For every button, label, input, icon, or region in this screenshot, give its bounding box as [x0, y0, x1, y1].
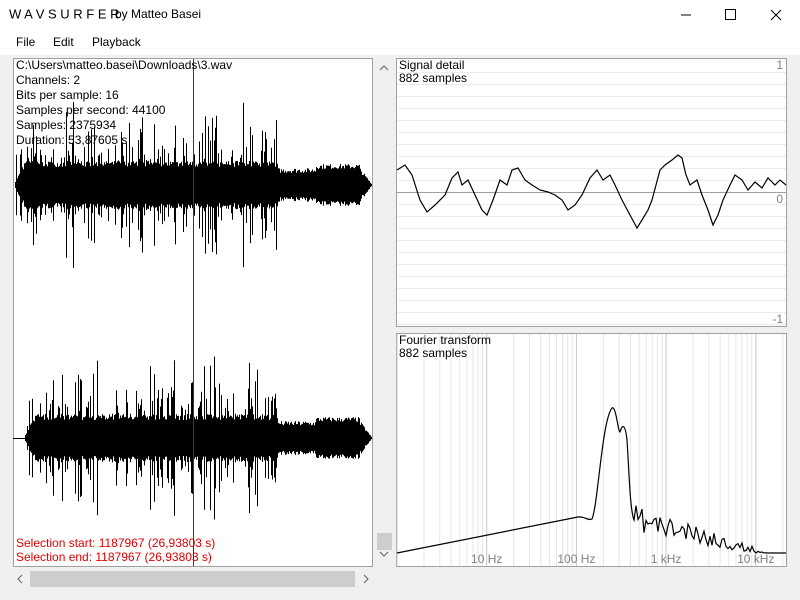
freq-label: 1 kHz — [651, 552, 682, 566]
close-button[interactable] — [770, 9, 782, 21]
menu-playback[interactable]: Playback — [92, 35, 142, 49]
info-line: Samples: 2375934 — [16, 118, 116, 132]
axis-min: -1 — [772, 312, 783, 326]
scroll-right[interactable] — [363, 574, 369, 584]
scroll-down[interactable] — [379, 551, 389, 557]
info-line: Duration: 53,87605 s — [16, 133, 127, 147]
info-line: Channels: 2 — [16, 73, 80, 87]
freq-label: 100 Hz — [557, 552, 595, 566]
freq-label: 10 kHz — [737, 552, 774, 566]
fourier-title: Fourier transform — [399, 333, 491, 347]
waveform-channel-1 — [15, 102, 372, 268]
app-subtitle: by Matteo Basei — [115, 7, 201, 21]
menu-bar — [0, 30, 800, 55]
title-bar — [0, 0, 800, 30]
info-line: Samples per second: 44100 — [16, 103, 166, 117]
vertical-scrollbar[interactable] — [376, 58, 393, 567]
signal-samples: 882 samples — [399, 71, 467, 85]
file-info: C:\Users\matteo.basei\Downloads\3.wavCha… — [16, 58, 232, 147]
menu-file[interactable]: File — [16, 35, 36, 49]
fourier-panel — [396, 333, 787, 567]
scroll-thumb[interactable] — [377, 533, 392, 550]
signal-grid — [397, 72, 786, 325]
app-title: W A V S U R F E R — [9, 6, 120, 21]
menu-edit[interactable]: Edit — [53, 35, 74, 49]
info-line: Bits per sample: 16 — [16, 88, 119, 102]
scroll-up[interactable] — [379, 65, 389, 71]
signal-title: Signal detail — [399, 58, 464, 72]
axis-max: 1 — [776, 58, 783, 72]
selection-start: Selection start: 1187967 (26,93803 s) — [16, 536, 215, 550]
selection-end: Selection end: 1187967 (26,93803 s) — [16, 550, 212, 564]
scroll-left[interactable] — [17, 574, 23, 584]
fourier-curve — [396, 407, 786, 554]
signal-curve — [396, 154, 787, 230]
fourier-samples: 882 samples — [399, 346, 467, 360]
fourier-labels: 10 Hz 100 Hz 1 kHz 10 kHz — [471, 552, 774, 566]
scroll-thumb-h[interactable] — [30, 571, 355, 587]
fourier-grid — [396, 334, 784, 566]
maximize-button[interactable] — [725, 9, 736, 20]
waveform-channel-2 — [25, 356, 372, 520]
axis-zero: 0 — [776, 192, 783, 206]
info-line: C:\Users\matteo.basei\Downloads\3.wav — [16, 58, 232, 72]
freq-label: 10 Hz — [471, 552, 502, 566]
